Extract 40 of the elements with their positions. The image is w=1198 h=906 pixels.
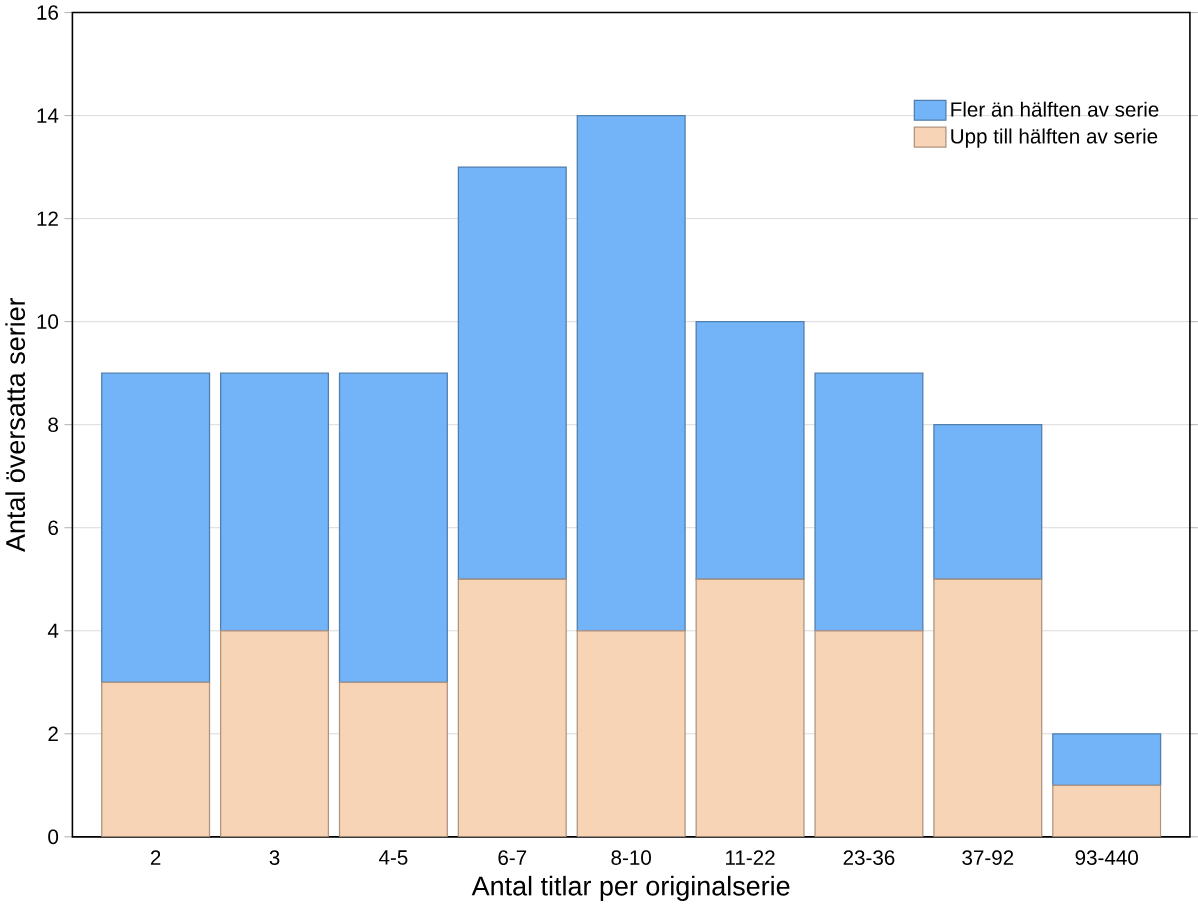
x-tick-label: 93-440: [1075, 850, 1138, 865]
x-tick-label: 23-36: [843, 850, 895, 865]
y-tick-label: 12: [37, 211, 58, 226]
bar: [101, 372, 211, 683]
x-tick-label: 37-92: [962, 850, 1014, 865]
bar: [933, 423, 1043, 580]
x-tick-label: 11-22: [726, 850, 775, 865]
bar: [696, 579, 804, 837]
bar: [933, 579, 1042, 837]
bar: [814, 372, 924, 632]
bar: [1052, 784, 1162, 837]
y-tick-label: 10: [37, 314, 59, 329]
bar: [1052, 733, 1162, 786]
y-tick-label: 2: [48, 726, 58, 741]
y-tick-label: 16: [37, 5, 58, 20]
bar: [220, 630, 329, 837]
bar: [338, 372, 448, 683]
bar: [339, 682, 448, 837]
bar: [577, 630, 686, 837]
legend-label: Fler än hälften av serie: [951, 101, 1159, 117]
bar: [101, 682, 210, 837]
x-tick-label: 2: [150, 850, 161, 865]
y-tick-label: 0: [48, 829, 59, 845]
bar: [576, 114, 686, 632]
y-tick-label: 8: [48, 417, 58, 432]
bar: [458, 579, 567, 837]
x-tick-label: 6-7: [498, 850, 527, 865]
y-tick-label: 6: [48, 520, 58, 535]
bar: [457, 166, 567, 580]
y-axis-title: Antal översatta serier: [5, 297, 26, 552]
legend-label: Upp till hälften av serie: [951, 128, 1158, 148]
y-tick-label: 4: [47, 623, 59, 638]
bar: [219, 372, 330, 632]
bar: [695, 320, 805, 580]
x-tick-label: 3: [269, 850, 280, 865]
x-tick-label: 4-5: [378, 850, 408, 865]
x-tick-label: 8-10: [611, 850, 651, 865]
bar: [815, 630, 923, 837]
y-tick-label: 14: [37, 108, 59, 123]
x-axis-title: Antal titlar per originalserie: [471, 875, 790, 901]
